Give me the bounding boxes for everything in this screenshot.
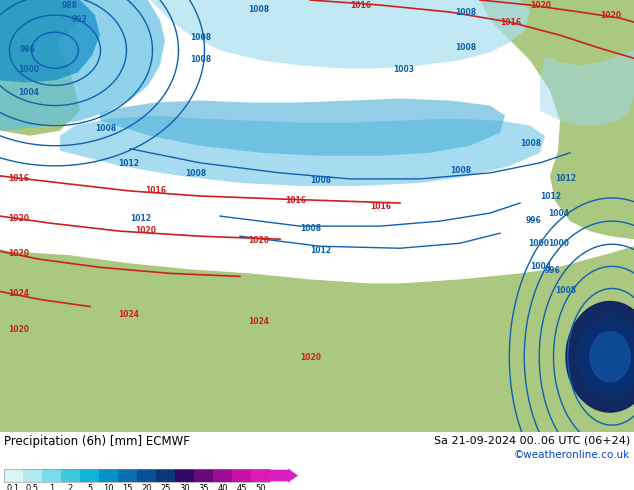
- Bar: [4, 469, 270, 482]
- Text: 1008: 1008: [185, 169, 206, 178]
- Text: 0.5: 0.5: [26, 484, 39, 490]
- Bar: [194, 469, 213, 482]
- Text: 1012: 1012: [130, 214, 151, 223]
- Text: 1008: 1008: [310, 176, 331, 185]
- Bar: [156, 469, 175, 482]
- Bar: [137, 469, 156, 482]
- Text: 15: 15: [122, 484, 133, 490]
- Text: 1004: 1004: [18, 89, 39, 98]
- Text: 996: 996: [545, 267, 560, 275]
- Text: 1012: 1012: [118, 159, 139, 168]
- Text: 5: 5: [87, 484, 92, 490]
- Bar: [232, 469, 251, 482]
- Text: 1020: 1020: [135, 226, 156, 235]
- Text: 45: 45: [236, 484, 247, 490]
- Text: 1008: 1008: [455, 8, 476, 17]
- Text: 1008: 1008: [300, 224, 321, 233]
- Bar: [175, 469, 194, 482]
- Text: 50: 50: [256, 484, 266, 490]
- Text: 1008: 1008: [248, 5, 269, 14]
- Text: 1016: 1016: [145, 186, 166, 195]
- Text: 2: 2: [68, 484, 73, 490]
- Text: 1016: 1016: [500, 18, 521, 27]
- Text: 1000: 1000: [528, 239, 549, 248]
- Text: 1020: 1020: [8, 249, 29, 258]
- Text: 1016: 1016: [285, 196, 306, 205]
- Text: 1024: 1024: [118, 310, 139, 318]
- Text: 1008: 1008: [190, 55, 211, 64]
- Bar: [61, 469, 80, 482]
- Bar: [42, 469, 61, 482]
- Bar: [4, 469, 23, 482]
- Text: 1008: 1008: [520, 139, 541, 148]
- Text: 1020: 1020: [8, 214, 29, 223]
- Text: 1008: 1008: [555, 287, 576, 295]
- Text: 40: 40: [217, 484, 228, 490]
- Bar: [118, 469, 137, 482]
- Text: 30: 30: [179, 484, 190, 490]
- Text: Sa 21-09-2024 00..06 UTC (06+24): Sa 21-09-2024 00..06 UTC (06+24): [434, 435, 630, 445]
- Text: 1000: 1000: [548, 239, 569, 248]
- Text: 1016: 1016: [8, 174, 29, 183]
- Text: 25: 25: [160, 484, 171, 490]
- Text: 1000: 1000: [18, 65, 39, 74]
- Text: 1020: 1020: [300, 353, 321, 362]
- Text: 1024: 1024: [8, 290, 29, 298]
- Text: 1003: 1003: [393, 65, 414, 74]
- Text: 1008: 1008: [190, 33, 211, 42]
- Text: 0.1: 0.1: [7, 484, 20, 490]
- Bar: [213, 469, 232, 482]
- Text: 1004: 1004: [530, 262, 551, 271]
- Polygon shape: [566, 301, 634, 412]
- Text: 10: 10: [103, 484, 113, 490]
- Text: 1012: 1012: [310, 246, 331, 255]
- Text: 992: 992: [72, 15, 87, 24]
- Text: 1008: 1008: [455, 43, 476, 52]
- Bar: [99, 469, 118, 482]
- Polygon shape: [590, 332, 630, 382]
- Text: 1004: 1004: [548, 209, 569, 218]
- Text: 1008: 1008: [95, 123, 116, 133]
- Text: 1012: 1012: [248, 0, 269, 2]
- Text: 1: 1: [49, 484, 54, 490]
- Text: 996: 996: [526, 216, 541, 225]
- Text: 1020: 1020: [600, 11, 621, 20]
- Text: 1012: 1012: [540, 192, 561, 201]
- Polygon shape: [578, 317, 634, 397]
- Text: 1020: 1020: [248, 236, 269, 245]
- FancyArrow shape: [270, 468, 298, 483]
- Text: 996: 996: [20, 45, 36, 54]
- Text: Precipitation (6h) [mm] ECMWF: Precipitation (6h) [mm] ECMWF: [4, 435, 190, 448]
- Text: 1012: 1012: [555, 174, 576, 183]
- Text: 1008: 1008: [450, 166, 471, 175]
- Text: 20: 20: [141, 484, 152, 490]
- Bar: [251, 469, 270, 482]
- Text: 1016: 1016: [370, 202, 391, 211]
- Text: 1020: 1020: [530, 1, 551, 10]
- Text: 1020: 1020: [8, 325, 29, 334]
- Bar: [23, 469, 42, 482]
- Text: 1016: 1016: [350, 1, 371, 10]
- Text: 1024: 1024: [248, 317, 269, 326]
- Text: 35: 35: [198, 484, 209, 490]
- Text: 1012: 1012: [370, 0, 391, 2]
- Bar: [80, 469, 99, 482]
- Text: 988: 988: [62, 1, 78, 10]
- Text: ©weatheronline.co.uk: ©weatheronline.co.uk: [514, 450, 630, 460]
